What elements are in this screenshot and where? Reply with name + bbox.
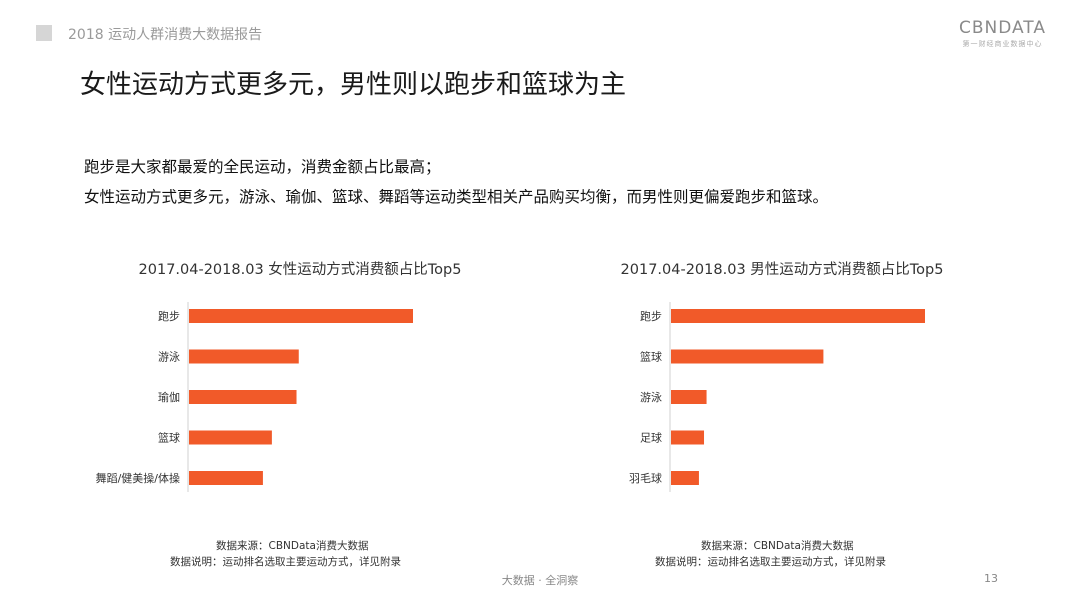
logo-sub-text: 第一财经商业数据中心 [962, 40, 1043, 48]
category-label: 舞蹈/健美操/体操 [96, 471, 180, 485]
category-label: 足球 [640, 431, 662, 445]
category-label: 瑜伽 [158, 390, 180, 404]
category-label: 羽毛球 [629, 471, 662, 485]
category-label: 游泳 [158, 350, 180, 364]
page-number: 13 [984, 572, 998, 585]
header-square-icon [36, 25, 52, 41]
male-sports-chart: 2017.04-2018.03 男性运动方式消费额占比Top5 跑步篮球游泳足球… [552, 250, 1012, 510]
category-label: 游泳 [640, 390, 662, 404]
source-line: 数据来源：CBNData消费大数据 [701, 540, 854, 552]
category-label: 跑步 [158, 309, 180, 323]
female-chart-title: 2017.04-2018.03 女性运动方式消费额占比Top5 [138, 262, 462, 278]
slide-description: 跑步是大家都最爱的全民运动，消费金额占比最高； 女性运动方式更多元，游泳、瑜伽、… [84, 152, 828, 212]
description-line-2: 女性运动方式更多元，游泳、瑜伽、篮球、舞蹈等运动类型相关产品购买均衡，而男性则更… [84, 188, 829, 206]
cbndata-logo: CBNDATA 第一财经商业数据中心 [959, 18, 1046, 49]
bar [189, 471, 263, 485]
bar [189, 349, 299, 364]
report-title: 2018 运动人群消费大数据报告 [68, 27, 263, 43]
note-line: 数据说明：运动排名选取主要运动方式，详见附录 [170, 556, 401, 568]
category-label: 篮球 [158, 431, 180, 445]
female-chart-source: 数据来源：CBNData消费大数据 数据说明：运动排名选取主要运动方式，详见附录 [170, 538, 401, 570]
bar [671, 349, 824, 364]
bar [189, 309, 413, 323]
description-line-1: 跑步是大家都最爱的全民运动，消费金额占比最高； [84, 158, 441, 176]
logo-main-text: CBNDATA [958, 18, 1046, 38]
category-label: 篮球 [640, 350, 662, 364]
male-chart-source: 数据来源：CBNData消费大数据 数据说明：运动排名选取主要运动方式，详见附录 [655, 538, 886, 570]
male-chart-title: 2017.04-2018.03 男性运动方式消费额占比Top5 [620, 262, 944, 278]
female-sports-chart: 2017.04-2018.03 女性运动方式消费额占比Top5 跑步游泳瑜伽篮球… [70, 250, 530, 510]
bar [671, 309, 925, 323]
slide-title: 女性运动方式更多元，男性则以跑步和篮球为主 [80, 70, 627, 100]
category-label: 跑步 [640, 309, 662, 323]
bar [189, 430, 272, 445]
bar [671, 390, 707, 404]
bar [671, 471, 699, 485]
source-line: 数据来源：CBNData消费大数据 [216, 540, 369, 552]
footer-tagline: 大数据 · 全洞察 [501, 574, 579, 587]
note-line: 数据说明：运动排名选取主要运动方式，详见附录 [655, 556, 886, 568]
bar [671, 430, 705, 445]
bar [189, 390, 297, 404]
